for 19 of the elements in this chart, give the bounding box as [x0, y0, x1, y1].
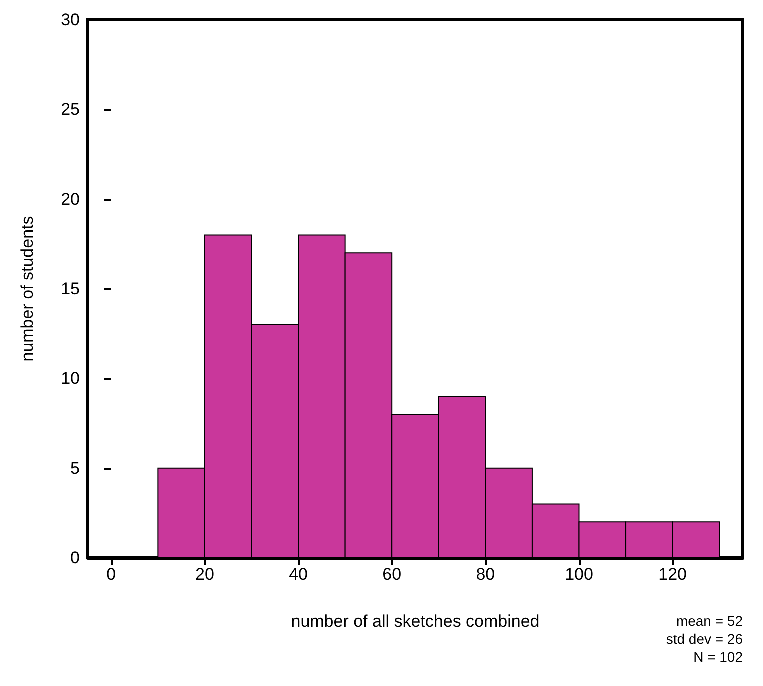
text: mean = 52: [676, 613, 744, 629]
text: std dev = 26: [666, 631, 744, 647]
x-tick-label: 0: [106, 565, 116, 584]
x-tick-label: 80: [476, 565, 496, 584]
y-tick-label: 5: [70, 458, 80, 478]
y-tick-label: 15: [61, 280, 80, 298]
x-tick-label: 100: [565, 565, 594, 584]
x-tick-label: 40: [289, 565, 308, 584]
y-tick-label: 20: [61, 190, 80, 209]
x-tick-label: 60: [382, 565, 402, 584]
x-axis-title: number of all sketches combined: [291, 612, 540, 631]
x-tick-label: 20: [196, 565, 214, 584]
y-tick-label: 0: [70, 548, 80, 568]
y-axis-title: number of students: [18, 216, 37, 362]
y-tick-label: 25: [61, 100, 80, 120]
y-tick-label: 30: [61, 10, 80, 30]
y-tick-label: 10: [61, 369, 80, 388]
text: N = 102: [694, 649, 744, 665]
x-tick-label: 120: [658, 565, 688, 584]
